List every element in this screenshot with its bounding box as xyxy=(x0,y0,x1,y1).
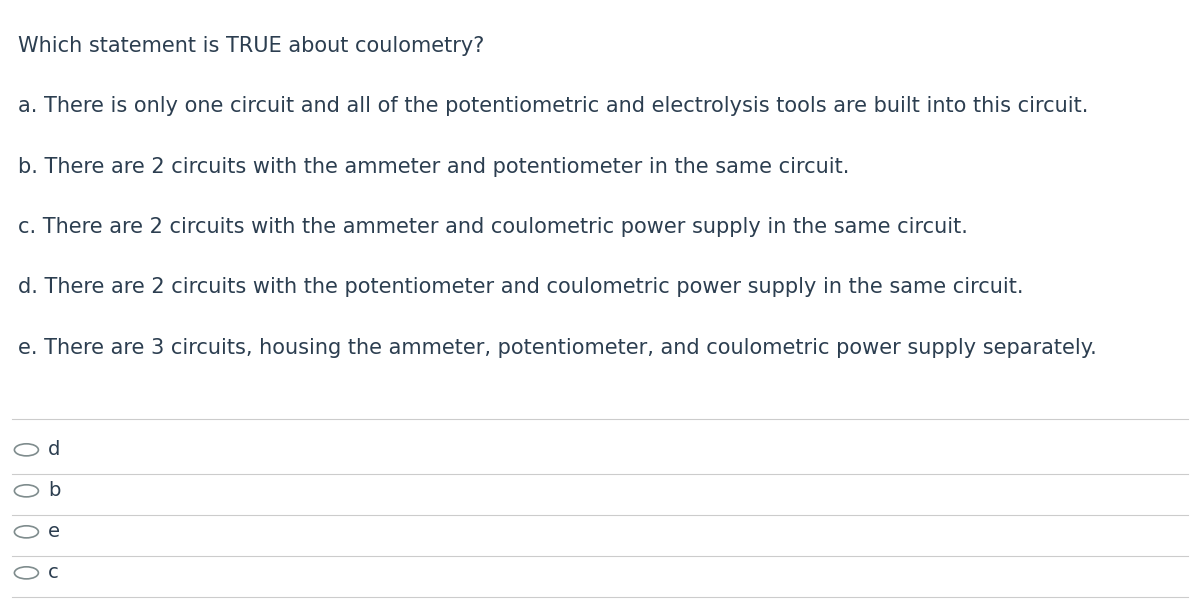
Text: b. There are 2 circuits with the ammeter and potentiometer in the same circuit.: b. There are 2 circuits with the ammeter… xyxy=(18,157,850,177)
Text: a. There is only one circuit and all of the potentiometric and electrolysis tool: a. There is only one circuit and all of … xyxy=(18,96,1088,116)
Text: e: e xyxy=(48,522,60,541)
Text: d. There are 2 circuits with the potentiometer and coulometric power supply in t: d. There are 2 circuits with the potenti… xyxy=(18,277,1024,297)
Text: d: d xyxy=(48,440,60,459)
Text: e. There are 3 circuits, housing the ammeter, potentiometer, and coulometric pow: e. There are 3 circuits, housing the amm… xyxy=(18,338,1097,358)
Text: c. There are 2 circuits with the ammeter and coulometric power supply in the sam: c. There are 2 circuits with the ammeter… xyxy=(18,217,968,237)
Text: c: c xyxy=(48,563,59,582)
Text: b: b xyxy=(48,481,60,500)
Text: Which statement is TRUE about coulometry?: Which statement is TRUE about coulometry… xyxy=(18,36,485,56)
